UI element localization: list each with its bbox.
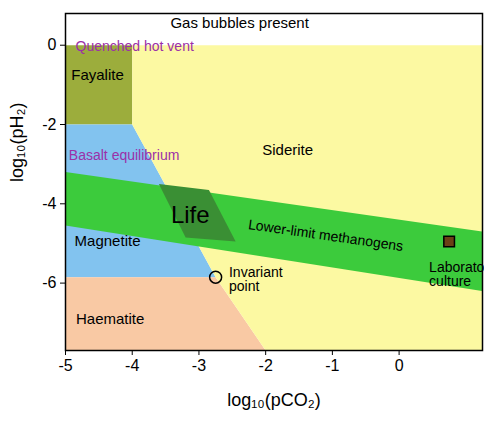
svg-text:Haematite: Haematite: [76, 310, 144, 327]
svg-text:Fayalite: Fayalite: [71, 66, 124, 83]
svg-text:0: 0: [48, 36, 57, 53]
svg-text:Siderite: Siderite: [262, 141, 313, 158]
svg-text:Life: Life: [171, 201, 210, 228]
svg-text:-5: -5: [58, 357, 72, 374]
svg-text:Quenched hot vent: Quenched hot vent: [76, 38, 194, 54]
svg-text:-2: -2: [42, 116, 56, 133]
svg-text:log₁₀(pH₂): log₁₀(pH₂): [7, 102, 27, 182]
svg-text:0: 0: [395, 357, 404, 374]
svg-text:Basalt equilibrium: Basalt equilibrium: [69, 147, 180, 163]
svg-text:-4: -4: [125, 357, 139, 374]
svg-text:Magnetite: Magnetite: [75, 232, 141, 249]
svg-text:-6: -6: [42, 274, 56, 291]
svg-text:Lower-limit methanogens: Lower-limit methanogens: [247, 216, 404, 254]
svg-text:Laboratoryculture: Laboratoryculture: [429, 259, 484, 289]
svg-text:-1: -1: [325, 357, 339, 374]
svg-text:-2: -2: [259, 357, 273, 374]
svg-text:Gas bubbles present: Gas bubbles present: [170, 14, 309, 31]
svg-text:-3: -3: [192, 357, 206, 374]
svg-text:-4: -4: [42, 195, 56, 212]
svg-text:log₁₀(pCO₂): log₁₀(pCO₂): [227, 390, 321, 410]
svg-text:Invariantpoint: Invariantpoint: [229, 264, 283, 294]
